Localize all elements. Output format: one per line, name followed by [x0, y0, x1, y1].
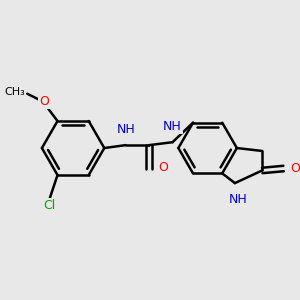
Text: CH₃: CH₃: [4, 87, 25, 97]
Text: NH: NH: [116, 123, 135, 136]
Text: O: O: [158, 161, 168, 174]
Text: O: O: [290, 162, 300, 175]
Text: O: O: [39, 95, 49, 108]
Text: NH: NH: [163, 120, 182, 134]
Text: Cl: Cl: [44, 199, 56, 212]
Text: NH: NH: [229, 193, 247, 206]
